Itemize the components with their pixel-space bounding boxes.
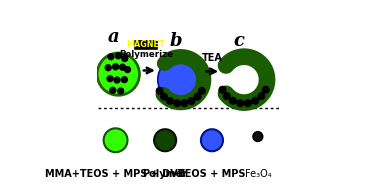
Circle shape: [262, 86, 270, 94]
Circle shape: [223, 92, 231, 100]
Circle shape: [117, 87, 124, 95]
Circle shape: [187, 97, 195, 105]
Bar: [135, 41, 157, 49]
Circle shape: [106, 75, 114, 82]
Circle shape: [229, 97, 237, 105]
Text: Fe₃O₄: Fe₃O₄: [245, 169, 271, 179]
Circle shape: [253, 132, 262, 141]
Text: MAGNET: MAGNET: [127, 41, 165, 49]
Text: TEA: TEA: [202, 53, 223, 63]
Text: a: a: [108, 28, 120, 46]
Circle shape: [156, 87, 164, 95]
Circle shape: [198, 87, 206, 95]
Text: Polymerize: Polymerize: [119, 50, 173, 59]
Circle shape: [236, 99, 244, 107]
Circle shape: [107, 53, 115, 60]
Circle shape: [251, 97, 259, 105]
Circle shape: [180, 99, 189, 107]
Circle shape: [257, 92, 265, 100]
Circle shape: [173, 99, 181, 107]
Circle shape: [121, 55, 129, 62]
Circle shape: [201, 129, 223, 151]
Text: MMA+TEOS + MPS + DVB: MMA+TEOS + MPS + DVB: [45, 169, 186, 179]
Text: b: b: [170, 32, 182, 50]
Circle shape: [112, 63, 119, 70]
Circle shape: [119, 63, 126, 71]
Circle shape: [97, 53, 139, 95]
Circle shape: [154, 129, 176, 151]
Circle shape: [218, 86, 226, 94]
Circle shape: [166, 97, 174, 105]
Circle shape: [194, 93, 201, 101]
Circle shape: [121, 76, 128, 83]
Text: TEOS + MPS: TEOS + MPS: [178, 169, 246, 179]
Circle shape: [160, 93, 168, 101]
Circle shape: [124, 66, 131, 73]
Circle shape: [115, 52, 122, 59]
Circle shape: [113, 76, 121, 84]
Circle shape: [109, 87, 116, 94]
Circle shape: [105, 64, 112, 71]
Circle shape: [244, 99, 252, 107]
Text: c: c: [233, 32, 244, 50]
Circle shape: [104, 128, 127, 152]
Text: Polymer: Polymer: [143, 169, 188, 179]
Circle shape: [158, 57, 204, 103]
